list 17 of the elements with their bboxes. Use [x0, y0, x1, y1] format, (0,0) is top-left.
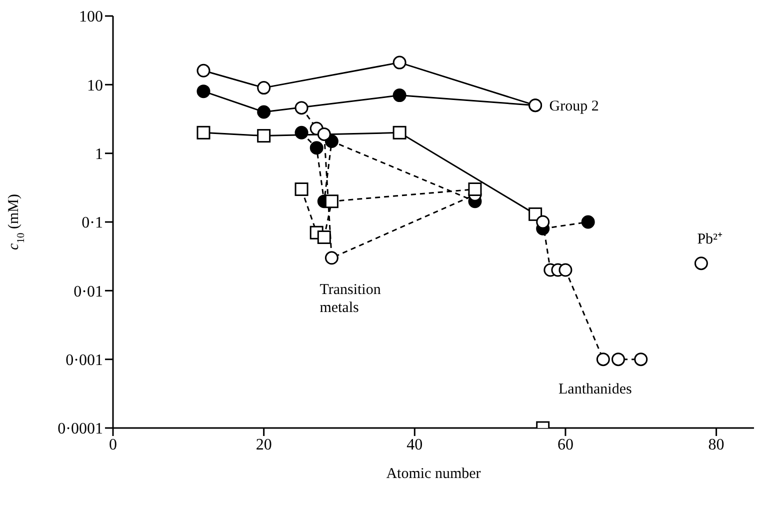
- y-tick-label: 10: [87, 77, 103, 94]
- x-tick-label: 60: [557, 436, 574, 454]
- x-tick-label: 0: [109, 436, 117, 454]
- y-tick-label: 0·001: [66, 352, 103, 370]
- x-tick-label: 20: [256, 436, 272, 454]
- y-tick-label: 0·0001: [58, 420, 103, 438]
- annotation: Lanthanides: [558, 381, 632, 398]
- y-tick-label: 0·1: [82, 214, 103, 232]
- x-axis-title: Atomic number: [386, 466, 481, 482]
- y-tick-label: 0·01: [74, 283, 103, 300]
- annotation: Pb²⁺: [697, 231, 723, 248]
- y-tick-label: 1: [95, 146, 103, 164]
- y-tick-label: 100: [79, 8, 103, 26]
- annotation: Group 2: [549, 98, 599, 114]
- x-tick-label: 40: [406, 436, 423, 454]
- x-tick-label: 80: [708, 436, 724, 454]
- annotation: Transition metals: [320, 282, 382, 316]
